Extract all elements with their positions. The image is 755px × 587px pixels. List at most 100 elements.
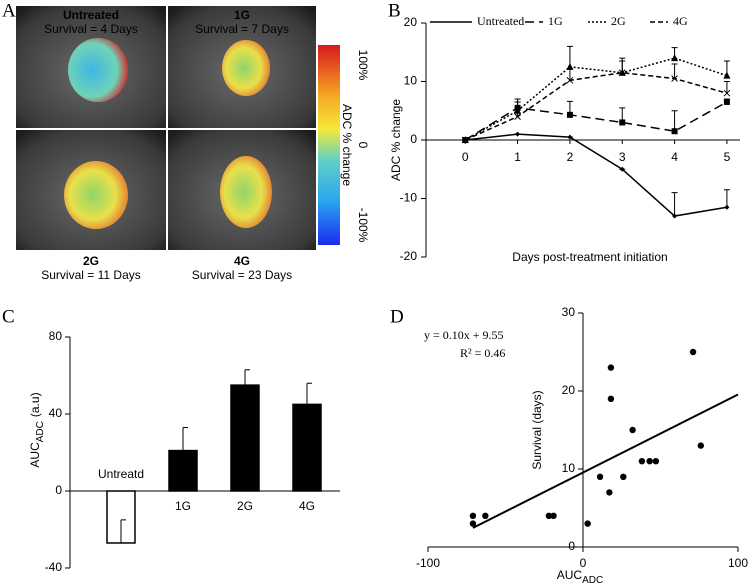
bar — [292, 403, 322, 492]
y-axis-label-sub: ADC — [35, 421, 46, 442]
point — [469, 512, 477, 519]
marker — [566, 76, 574, 84]
y-tick-label: 0 — [410, 132, 417, 146]
image-subtitle: Survival = 23 Days — [192, 268, 292, 282]
x-tick-label: 1G — [175, 499, 191, 513]
data-line — [465, 133, 728, 217]
y-tick-label: -10 — [400, 191, 418, 205]
legend-label: 1G — [548, 14, 563, 28]
marker — [724, 204, 730, 210]
panel-label: C — [2, 306, 15, 327]
y-axis-label-unit: (a.u) — [28, 392, 42, 417]
colorbar-tick-label: 0 — [356, 142, 370, 149]
error-bar — [671, 110, 678, 132]
x-tick-label: -100 — [416, 556, 440, 570]
point — [469, 520, 477, 527]
fit-line — [472, 393, 739, 529]
data-line — [464, 71, 728, 141]
x-tick-label: 0 — [580, 556, 587, 570]
point — [638, 458, 646, 465]
image-subtitle: Survival = 4 Days — [44, 22, 138, 36]
point — [482, 512, 489, 519]
marker — [461, 136, 469, 144]
colorbar-tick-label: 100% — [356, 50, 370, 81]
y-axis-label: AUCADC (a.u) — [28, 392, 45, 467]
y-tick-label: 30 — [562, 305, 576, 319]
point — [607, 395, 615, 402]
panel-label: A — [2, 0, 16, 21]
error-bar — [723, 81, 730, 94]
point — [596, 473, 604, 480]
x-tick-label: 4G — [299, 499, 315, 513]
image-title: 4G — [234, 254, 250, 268]
legend-label: 4G — [673, 14, 688, 28]
image-title: 1G — [234, 8, 250, 22]
marker — [672, 213, 678, 219]
error-bar — [306, 382, 312, 405]
error-bar — [671, 63, 678, 79]
y-tick-label: 10 — [404, 74, 418, 88]
point — [607, 364, 615, 371]
error-bar — [566, 68, 573, 81]
point — [584, 520, 591, 527]
x-axis-label: Days post-treatment initiation — [512, 250, 667, 264]
fit-r2: R² = 0.46 — [460, 346, 505, 360]
y-tick-label: 20 — [404, 15, 418, 29]
y-tick-label: 0 — [55, 483, 62, 497]
y-axis-label: Survival (days) — [530, 390, 544, 469]
marker — [671, 54, 679, 62]
tumor-map — [220, 156, 272, 228]
y-tick-label: 20 — [562, 383, 576, 397]
marker — [515, 131, 521, 137]
point — [646, 458, 653, 465]
x-axis-label-main: AUC — [557, 568, 583, 582]
point — [606, 489, 613, 496]
marker — [566, 62, 574, 70]
marker — [723, 89, 731, 97]
y-tick-label: 40 — [49, 406, 63, 420]
point — [620, 473, 627, 480]
x-tick-label: Untreatd — [98, 467, 144, 481]
marker — [671, 75, 678, 82]
panel-a — [16, 6, 340, 250]
x-tick-label: 3 — [619, 150, 626, 164]
x-tick-label: 4 — [671, 150, 678, 164]
x-tick-label: 2 — [567, 150, 574, 164]
marker — [566, 111, 573, 118]
x-tick-label: 1 — [514, 150, 521, 164]
legend-label: Untreated — [477, 14, 524, 28]
error-bar — [671, 192, 678, 217]
point — [652, 458, 660, 465]
colorbar-tick-label: -100% — [356, 208, 370, 243]
error-bar — [619, 60, 626, 73]
marker — [619, 119, 626, 126]
image-title: 2G — [83, 254, 99, 268]
marker — [514, 113, 521, 120]
legend-label: 2G — [611, 14, 626, 28]
panel-label: B — [388, 0, 401, 21]
point — [550, 512, 557, 519]
tumor-map — [222, 40, 270, 96]
error-bar — [120, 519, 126, 543]
image-subtitle: Survival = 7 Days — [195, 22, 289, 36]
x-tick-label: 0 — [462, 150, 469, 164]
y-tick-label: -20 — [400, 249, 418, 263]
tumor-map — [64, 161, 128, 229]
marker — [619, 166, 625, 172]
bar — [230, 384, 260, 492]
y-tick-label: -40 — [45, 560, 63, 574]
y-tick-label: 0 — [568, 539, 575, 553]
y-axis-label: ADC % change — [389, 99, 403, 181]
data-line — [464, 101, 728, 141]
colorbar-label: ADC % change — [340, 104, 354, 186]
image-subtitle: Survival = 11 Days — [41, 268, 141, 282]
error-bar — [514, 101, 521, 117]
marker — [723, 71, 731, 79]
fit-equation: y = 0.10x + 9.55 — [424, 328, 504, 342]
colorbar — [318, 45, 340, 245]
image-title: Untreated — [63, 8, 119, 22]
marker — [618, 69, 626, 77]
point — [697, 442, 704, 449]
y-tick-label: 10 — [562, 461, 576, 475]
